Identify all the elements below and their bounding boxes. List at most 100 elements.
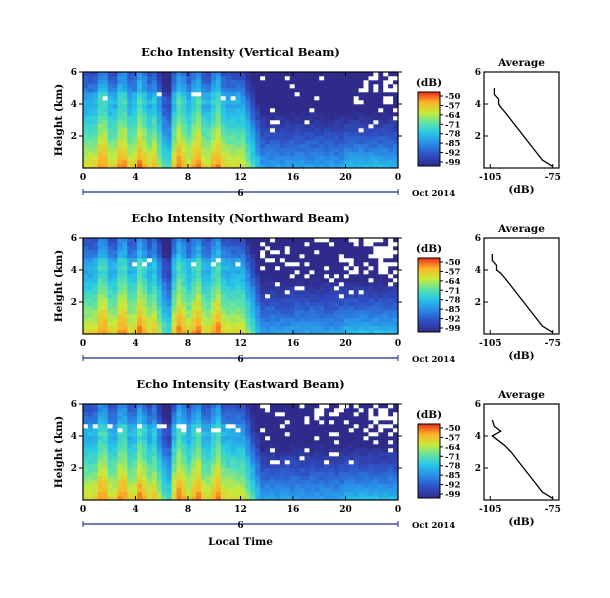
heatmap-cell <box>176 262 182 267</box>
heatmap-cell <box>240 132 246 137</box>
heatmap-cell <box>270 156 276 161</box>
heatmap-cell <box>142 92 148 97</box>
heatmap-cell <box>107 290 113 295</box>
heatmap-cell <box>329 314 335 319</box>
heatmap-cell <box>112 294 118 299</box>
heatmap-cell <box>388 298 394 303</box>
heatmap-cell <box>127 456 133 461</box>
heatmap-cell <box>83 480 89 485</box>
heatmap-cell <box>206 92 212 97</box>
heatmap-cell <box>151 282 158 287</box>
heatmap-cell <box>117 492 123 497</box>
heatmap-cell <box>324 254 330 259</box>
heatmap-cell <box>265 266 271 271</box>
heatmap-cell <box>201 468 207 473</box>
heatmap-cell <box>368 330 374 335</box>
heatmap-cell <box>186 408 192 413</box>
heatmap-cell <box>363 164 369 169</box>
heatmap-cell <box>270 294 276 299</box>
heatmap-cell <box>274 420 281 425</box>
heatmap-cell <box>206 120 212 125</box>
heatmap-cell <box>279 302 286 307</box>
heatmap-cell <box>279 262 286 267</box>
heatmap-cell <box>334 286 340 291</box>
heatmap-cell <box>206 100 212 105</box>
heatmap-cell <box>122 468 128 473</box>
heatmap-cell <box>83 318 89 323</box>
heatmap-cell <box>289 440 295 445</box>
heatmap-cell <box>156 488 163 493</box>
heatmap-cell <box>348 152 354 157</box>
heatmap-cell <box>97 432 103 437</box>
heatmap-cell <box>206 84 212 89</box>
heatmap-cell <box>146 282 153 287</box>
heatmap-cell <box>245 282 251 287</box>
heatmap-cell <box>240 164 246 169</box>
heatmap-cell <box>329 408 335 413</box>
heatmap-cell <box>132 262 138 267</box>
heatmap-cell <box>161 322 167 327</box>
heatmap-cell <box>97 246 103 251</box>
heatmap-cell <box>388 480 394 485</box>
heatmap-cell <box>206 318 212 323</box>
heatmap-cell <box>393 128 399 133</box>
heatmap-cell <box>348 156 354 161</box>
heatmap-cell <box>338 242 345 247</box>
heatmap-cell <box>324 104 330 109</box>
heatmap-cell <box>343 282 350 287</box>
heatmap-cell <box>171 258 177 263</box>
heatmap-cell <box>122 88 128 93</box>
heatmap-cell <box>343 156 350 161</box>
heatmap-cell <box>284 250 291 255</box>
heatmap-cell <box>156 484 163 489</box>
heatmap-cell <box>132 282 138 287</box>
heatmap-cell <box>142 72 148 77</box>
heatmap-cell <box>378 408 384 413</box>
heatmap-cell <box>117 432 123 437</box>
heatmap-cell <box>87 408 94 413</box>
heatmap-cell <box>122 152 128 157</box>
heatmap-cell <box>260 258 266 263</box>
heatmap-cell <box>83 294 89 299</box>
heatmap-cell <box>117 84 123 89</box>
heatmap-cell <box>186 464 192 469</box>
heatmap-cell <box>348 144 354 149</box>
heatmap-cell <box>83 306 89 311</box>
heatmap-cell <box>348 424 354 429</box>
heatmap-cell <box>334 92 340 97</box>
heatmap-cell <box>270 448 276 453</box>
heatmap-cell <box>87 100 94 105</box>
heatmap-cell <box>240 428 246 433</box>
heatmap-cell <box>358 100 364 105</box>
heatmap-cell <box>373 408 379 413</box>
heatmap-cell <box>137 404 143 409</box>
heatmap-cell <box>338 310 345 315</box>
heatmap-cell <box>299 96 305 101</box>
heatmap-cell <box>137 484 143 489</box>
heatmap-cell <box>97 80 103 85</box>
heatmap-cell <box>122 488 128 493</box>
heatmap-cell <box>378 92 384 97</box>
heatmap-cell <box>87 242 94 247</box>
heatmap-cell <box>161 108 167 113</box>
heatmap-cell <box>334 456 340 461</box>
heatmap-cell <box>338 488 345 493</box>
heatmap-cell <box>378 108 384 113</box>
heatmap-cell <box>299 144 305 149</box>
heatmap-cell <box>319 246 325 251</box>
heatmap-cell <box>348 270 354 275</box>
heatmap-cell <box>206 302 212 307</box>
heatmap-cell <box>358 96 364 101</box>
heatmap-cell <box>289 432 295 437</box>
heatmap-cell <box>363 444 369 449</box>
heatmap-cell <box>265 448 271 453</box>
heatmap-cells <box>83 404 399 501</box>
heatmap-cell <box>363 492 369 497</box>
heatmap-cell <box>235 456 241 461</box>
heatmap-cell <box>383 282 389 287</box>
heatmap-cell <box>210 108 217 113</box>
heatmap-cell <box>191 322 197 327</box>
heatmap-cell <box>235 140 241 145</box>
heatmap-cell <box>176 408 182 413</box>
heatmap-cell <box>137 432 143 437</box>
